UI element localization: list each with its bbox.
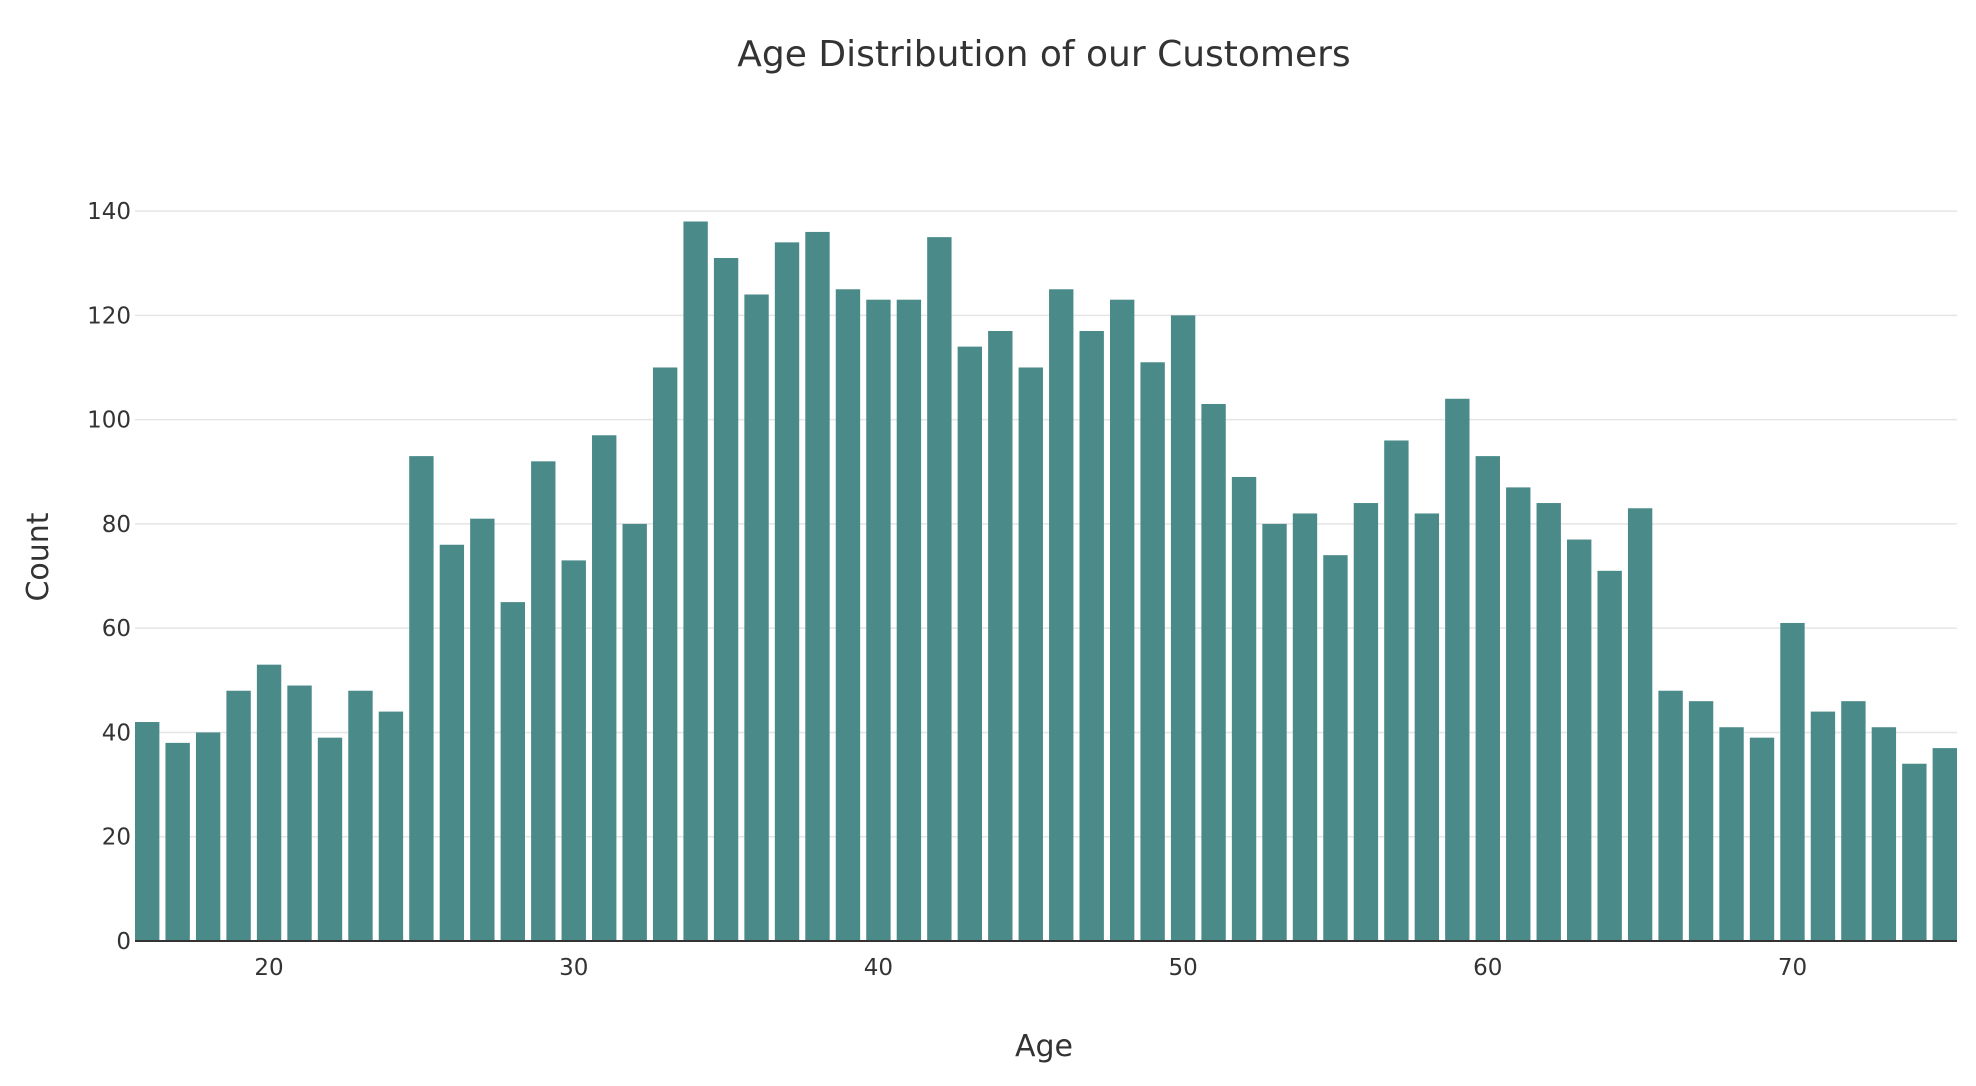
bar-age-62 — [1536, 503, 1561, 941]
bar-age-59 — [1445, 398, 1470, 941]
bar-age-47 — [1079, 330, 1104, 941]
bar-age-57 — [1384, 440, 1409, 941]
bar-age-73 — [1871, 727, 1897, 941]
y-tick-label: 40 — [102, 720, 131, 746]
bar-age-66 — [1658, 690, 1683, 941]
bar-age-16 — [135, 722, 160, 941]
bar-age-64 — [1597, 570, 1622, 941]
bar-age-44 — [988, 330, 1013, 941]
x-tick-label: 50 — [1168, 955, 1197, 981]
bars — [135, 221, 1957, 942]
bar-age-20 — [256, 664, 282, 941]
bar-age-53 — [1262, 523, 1287, 941]
bar-age-45 — [1018, 367, 1043, 941]
bar-age-71 — [1810, 711, 1836, 941]
bar-age-48 — [1109, 299, 1135, 941]
bar-age-68 — [1719, 727, 1744, 941]
bar-age-17 — [165, 742, 190, 941]
bar-age-18 — [195, 732, 221, 941]
bar-age-31 — [592, 435, 617, 941]
bar-age-55 — [1323, 555, 1348, 941]
bar-age-38 — [805, 231, 830, 941]
bar-age-69 — [1749, 737, 1775, 941]
y-axis-ticks: 0 20 40 60 80 100 120 140 — [87, 199, 131, 955]
bar-age-43 — [957, 346, 983, 942]
bar-age-26 — [439, 544, 465, 941]
bar-age-30 — [561, 560, 586, 941]
y-tick-label: 140 — [87, 199, 131, 225]
bar-age-60 — [1475, 456, 1500, 941]
bar-age-35 — [713, 257, 739, 941]
bar-age-63 — [1567, 539, 1592, 941]
bar-age-56 — [1353, 503, 1379, 941]
bar-age-34 — [683, 221, 708, 941]
bar-age-49 — [1140, 362, 1165, 942]
chart-title: Age Distribution of our Customers — [737, 34, 1350, 75]
gridlines — [135, 210, 1957, 838]
bar-age-33 — [652, 367, 678, 941]
bar-age-24 — [378, 711, 404, 941]
y-tick-label: 120 — [87, 303, 131, 329]
bar-age-37 — [774, 242, 800, 941]
bar-age-52 — [1231, 476, 1257, 941]
bar-age-36 — [744, 294, 769, 942]
bar-age-19 — [226, 690, 251, 941]
bar-age-41 — [896, 299, 922, 941]
bar-age-46 — [1049, 289, 1074, 941]
bar-age-54 — [1292, 513, 1318, 941]
bar-age-75 — [1932, 748, 1957, 941]
bar-age-29 — [531, 461, 556, 941]
x-tick-label: 70 — [1778, 955, 1807, 981]
bar-age-58 — [1414, 513, 1440, 941]
x-tick-label: 20 — [254, 955, 283, 981]
x-tick-label: 40 — [864, 955, 893, 981]
x-axis-ticks: 20 30 40 50 60 70 — [254, 955, 1807, 981]
bar-age-61 — [1506, 487, 1531, 941]
y-tick-label: 100 — [87, 408, 131, 434]
bar-age-25 — [409, 456, 434, 941]
x-tick-label: 30 — [559, 955, 588, 981]
y-tick-label: 80 — [102, 512, 131, 538]
bar-age-72 — [1841, 701, 1866, 941]
x-tick-label: 60 — [1473, 955, 1502, 981]
bar-age-74 — [1902, 763, 1927, 941]
bar-age-22 — [317, 737, 343, 941]
bar-age-42 — [927, 237, 952, 941]
bar-age-51 — [1201, 403, 1226, 941]
bar-age-27 — [470, 518, 495, 941]
bar-age-21 — [287, 685, 312, 941]
bar-age-32 — [622, 523, 647, 941]
y-axis-title: Count — [21, 512, 56, 601]
x-axis-title: Age — [1015, 1029, 1073, 1064]
y-tick-label: 20 — [102, 825, 131, 851]
bar-age-67 — [1688, 701, 1714, 941]
y-tick-label: 60 — [102, 616, 131, 642]
y-tick-label: 0 — [116, 929, 131, 955]
bar-age-23 — [348, 690, 373, 941]
bar-age-65 — [1627, 508, 1653, 941]
bar-age-50 — [1170, 315, 1196, 941]
bar-age-40 — [866, 299, 891, 941]
bar-age-39 — [835, 289, 861, 941]
bar-age-70 — [1780, 622, 1805, 941]
bar-age-28 — [500, 602, 525, 941]
